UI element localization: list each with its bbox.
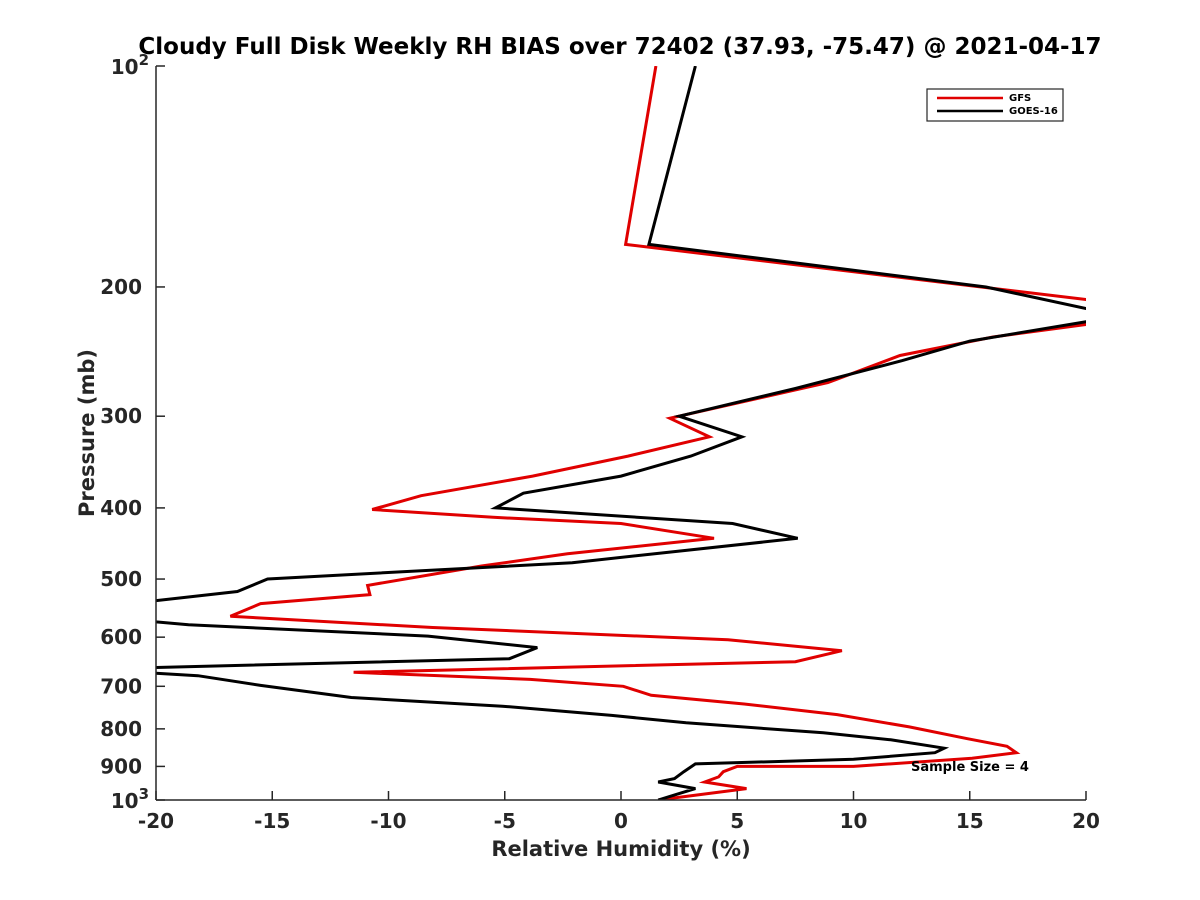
x-tick-label: 0 <box>614 809 628 833</box>
series-layer <box>156 66 1086 800</box>
y-axis-label: Pressure (mb) <box>75 349 99 517</box>
legend: GFS GOES-16 <box>926 88 1064 122</box>
x-ticks: -20 -15 -10 -5 0 5 10 15 20 <box>138 791 1100 833</box>
x-tick-label: 15 <box>956 809 984 833</box>
sample-size-annotation: Sample Size = 4 <box>911 760 1029 775</box>
x-tick-label: -10 <box>370 809 406 833</box>
chart-title: Cloudy Full Disk Weekly RH BIAS over 724… <box>138 34 1101 60</box>
legend-label-goes16: GOES-16 <box>1009 106 1058 117</box>
x-axis-label: Relative Humidity (%) <box>491 837 750 861</box>
x-tick-label: 20 <box>1072 809 1100 833</box>
y-tick-label: 500 <box>100 567 142 591</box>
y-tick-label: 300 <box>100 404 142 428</box>
y-tick-label: 700 <box>100 674 142 698</box>
y-tick-label: 800 <box>100 717 142 741</box>
x-tick-label: -15 <box>254 809 290 833</box>
x-tick-label: -5 <box>494 809 516 833</box>
legend-box <box>926 88 1064 122</box>
y-tick-label: 102 <box>111 51 149 79</box>
x-tick-label: 5 <box>730 809 744 833</box>
x-tick-label: 10 <box>840 809 868 833</box>
series-line-gfs <box>229 66 1086 800</box>
y-ticks: 102 200 300 400 500 600 700 800 900 103 <box>100 51 165 813</box>
y-tick-label: 400 <box>100 496 142 520</box>
x-tick-label: -20 <box>138 809 174 833</box>
y-tick-label: 600 <box>100 625 142 649</box>
series-line-goes16 <box>156 66 1086 800</box>
y-tick-label: 900 <box>100 754 142 778</box>
legend-label-gfs: GFS <box>1009 93 1031 104</box>
y-tick-label: 200 <box>100 275 142 299</box>
y-tick-label: 103 <box>111 785 149 813</box>
